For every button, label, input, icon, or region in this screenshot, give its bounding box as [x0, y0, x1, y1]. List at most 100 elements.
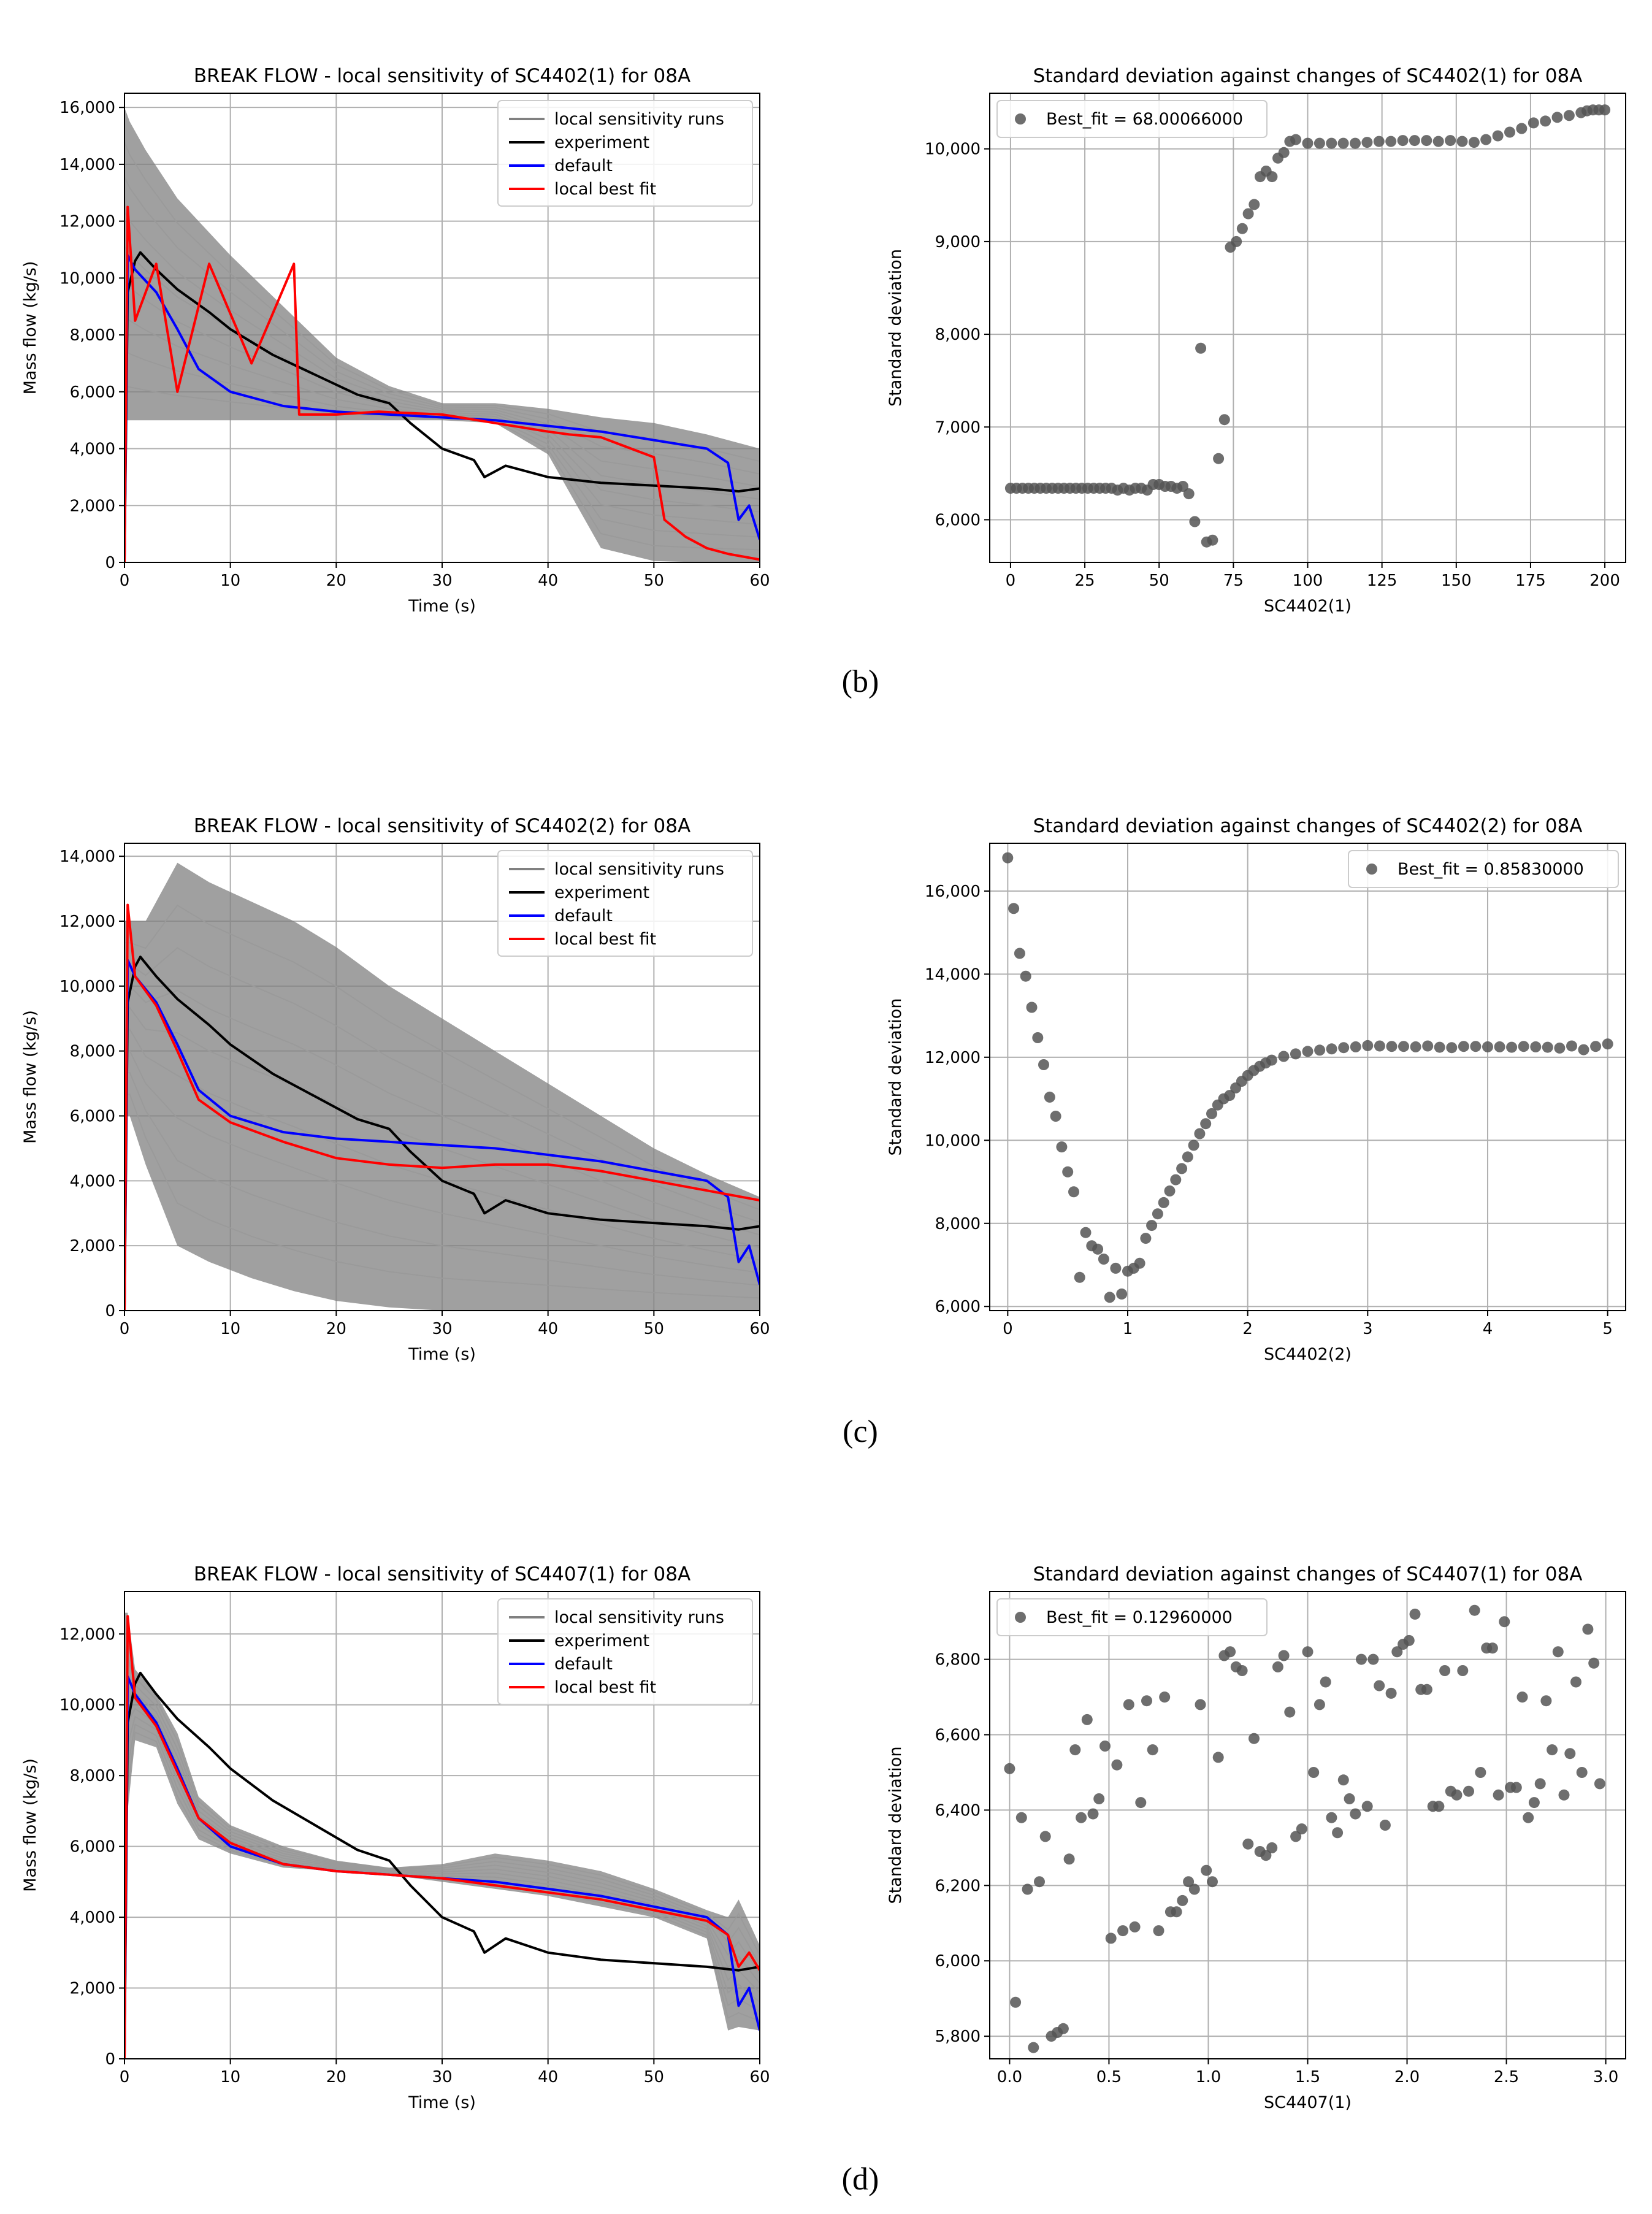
scatter-point — [1134, 1257, 1145, 1269]
scatter-point — [1422, 1040, 1434, 1052]
y-tick-label: 6,000 — [935, 511, 981, 529]
y-axis-label: Mass flow (kg/s) — [21, 1758, 40, 1892]
y-tick-label: 16,000 — [925, 883, 981, 901]
legend-label: experiment — [554, 1631, 649, 1650]
scatter-point — [1050, 1111, 1061, 1122]
scatter-point — [1236, 1665, 1248, 1676]
scatter-point — [1516, 1691, 1528, 1703]
scatter-point — [1278, 147, 1290, 158]
scatter-point — [1576, 1767, 1588, 1778]
legend-marker — [1015, 1612, 1026, 1623]
panel-label-b: (b) — [842, 664, 879, 699]
scatter-point — [1326, 137, 1337, 149]
scatter-point — [1458, 1041, 1469, 1052]
scatter-point — [1278, 1051, 1290, 1062]
y-tick-label: 12,000 — [59, 913, 115, 931]
legend-label: experiment — [554, 133, 649, 152]
scatter-point — [1391, 1646, 1403, 1658]
x-tick-label: 60 — [749, 1320, 770, 1338]
scatter-point — [1588, 1657, 1600, 1669]
y-tick-label: 8,000 — [70, 1767, 115, 1785]
scatter-point — [1540, 115, 1551, 127]
scatter-point — [1302, 1046, 1314, 1057]
scatter-point — [1445, 135, 1456, 147]
scatter-point — [1344, 1793, 1355, 1804]
chart-title: Standard deviation against changes of SC… — [1033, 815, 1583, 837]
scatter-point — [1242, 1838, 1254, 1850]
scatter-point — [1374, 1040, 1385, 1052]
scatter-point — [1552, 1646, 1564, 1658]
scatter-point — [1367, 1653, 1379, 1665]
scatter-point — [1218, 414, 1230, 426]
scatter-point — [1433, 1801, 1445, 1812]
scatter-point — [1195, 1699, 1206, 1710]
scatter-point — [1451, 1789, 1463, 1801]
x-tick-label: 30 — [432, 1320, 452, 1338]
y-tick-label: 4,000 — [70, 440, 115, 459]
legend-label: local sensitivity runs — [554, 110, 724, 129]
scatter-point — [1504, 126, 1515, 138]
scatter-point — [1026, 1002, 1038, 1013]
x-tick-label: 25 — [1075, 572, 1095, 590]
scatter-point — [1225, 1646, 1236, 1658]
y-tick-label: 6,000 — [70, 383, 115, 402]
scatter-point — [1146, 1220, 1158, 1231]
scatter-point — [1558, 1789, 1570, 1801]
scatter-point — [1266, 1054, 1277, 1066]
x-tick-label: 150 — [1441, 572, 1472, 590]
scatter-point — [1302, 1646, 1314, 1658]
scatter-point — [1284, 1706, 1296, 1718]
legend-box — [497, 1598, 753, 1705]
x-axis-label: SC4402(1) — [1264, 597, 1352, 616]
legend-box — [497, 100, 753, 207]
scatter-point — [1410, 1041, 1421, 1052]
scatter-point — [1379, 1820, 1391, 1831]
y-axis-label: Standard deviation — [886, 1747, 905, 1904]
scatter-point — [1409, 1608, 1421, 1620]
series-sensitivity-run — [124, 1715, 760, 2003]
data-layer — [1004, 1604, 1605, 2053]
scatter-point — [1397, 135, 1409, 147]
scatter-point — [1183, 1876, 1195, 1888]
scatter-point — [1081, 1714, 1093, 1725]
x-tick-label: 1.0 — [1196, 2068, 1221, 2086]
scatter-point — [1056, 1141, 1068, 1153]
scatter-point — [1159, 1691, 1171, 1703]
x-tick-label: 60 — [749, 2068, 770, 2086]
chart-title: Standard deviation against changes of SC… — [1033, 1563, 1583, 1585]
y-tick-label: 8,000 — [935, 326, 981, 344]
scatter-point — [1111, 1759, 1123, 1771]
scatter-point — [1242, 208, 1254, 220]
scatter-point — [1002, 852, 1014, 864]
y-tick-label: 10,000 — [59, 269, 115, 288]
scatter-point — [1200, 1118, 1212, 1130]
scatter-point — [1004, 1763, 1015, 1774]
scatter-point — [1551, 112, 1563, 123]
legend-label: Best_fit = 0.12960000 — [1046, 1608, 1233, 1627]
data-layer — [124, 862, 760, 1311]
chart-1: 0 10 20 30 40 50 60 0 2,000 4,000 6,000 8,000 10,000… — [21, 65, 770, 616]
scatter-point — [1014, 948, 1025, 959]
scatter-point — [1152, 1208, 1163, 1220]
scatter-point — [1578, 1044, 1589, 1055]
scatter-point — [1320, 1676, 1331, 1688]
x-axis-label: Time (s) — [408, 597, 476, 616]
x-tick-label: 1 — [1123, 1320, 1133, 1338]
y-axis-label: Mass flow (kg/s) — [21, 261, 40, 395]
legend-label: default — [554, 1655, 613, 1674]
legend: Best_fit = 0.85830000 — [1348, 850, 1619, 888]
scatter-point — [1266, 171, 1278, 183]
scatter-point — [1547, 1744, 1558, 1756]
scatter-point — [1183, 488, 1195, 500]
scatter-point — [1599, 104, 1611, 116]
y-tick-label: 12,000 — [59, 213, 115, 231]
scatter-point — [1147, 1744, 1158, 1756]
scatter-point — [1314, 137, 1325, 149]
scatter-point — [1044, 1091, 1055, 1103]
scatter-point — [1506, 1041, 1518, 1053]
scatter-point — [1564, 1748, 1576, 1760]
scatter-point — [1028, 2042, 1039, 2053]
y-axis-label: Standard deviation — [886, 998, 905, 1156]
scatter-point — [1463, 1785, 1474, 1797]
y-tick-label: 12,000 — [59, 1625, 115, 1644]
